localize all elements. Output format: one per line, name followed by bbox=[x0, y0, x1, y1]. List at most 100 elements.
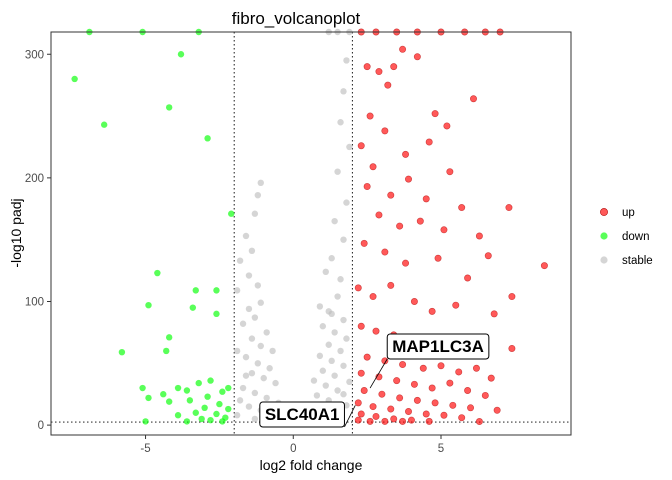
data-point-up bbox=[381, 417, 389, 425]
chart-title: fibro_volcanoplot bbox=[232, 9, 361, 28]
data-point-stable bbox=[251, 389, 259, 397]
data-point-up bbox=[458, 414, 466, 422]
data-point-up bbox=[428, 307, 436, 315]
data-point-up bbox=[354, 416, 362, 424]
data-point-stable bbox=[334, 293, 341, 300]
data-point-stable bbox=[334, 387, 341, 394]
data-point-down bbox=[198, 415, 205, 423]
data-point-stable bbox=[248, 369, 256, 377]
data-point-up bbox=[384, 81, 392, 89]
data-point-stable bbox=[316, 303, 324, 310]
data-point-stable bbox=[325, 341, 332, 348]
data-point-up bbox=[369, 163, 377, 171]
data-point-stable bbox=[245, 305, 253, 313]
data-point-up bbox=[404, 408, 412, 416]
data-point-up bbox=[387, 405, 395, 413]
data-point-down bbox=[213, 287, 220, 294]
data-point-down bbox=[154, 269, 161, 277]
data-point-down bbox=[204, 135, 211, 142]
legend-key-down bbox=[600, 232, 608, 240]
legend-label-down: down bbox=[622, 231, 650, 243]
data-point-up bbox=[413, 53, 421, 61]
data-point-stable bbox=[245, 403, 253, 410]
data-point-up bbox=[493, 406, 501, 414]
data-point-down bbox=[207, 377, 214, 384]
data-point-stable bbox=[263, 394, 270, 402]
data-point-stable bbox=[269, 347, 276, 355]
data-point-down bbox=[189, 304, 197, 311]
data-point-up bbox=[366, 112, 374, 120]
data-point-stable bbox=[248, 247, 256, 255]
data-point-down bbox=[225, 405, 232, 413]
plot-panel-border bbox=[50, 31, 572, 436]
data-point-up bbox=[475, 418, 483, 426]
data-point-up bbox=[467, 404, 475, 412]
data-point-up bbox=[464, 274, 472, 282]
data-point-down bbox=[183, 418, 191, 425]
data-point-down bbox=[118, 348, 126, 356]
data-point-stable bbox=[251, 314, 259, 321]
data-point-stable bbox=[245, 272, 253, 279]
data-point-stable bbox=[242, 353, 250, 361]
data-point-stable bbox=[257, 299, 264, 306]
data-point-up bbox=[472, 364, 480, 372]
data-point-up bbox=[469, 95, 477, 103]
data-point-down bbox=[207, 416, 214, 424]
data-point-down bbox=[195, 379, 202, 387]
data-point-up bbox=[363, 183, 371, 191]
data-point-up bbox=[369, 293, 377, 301]
data-point-up bbox=[402, 150, 410, 158]
y-tick-label: 0 bbox=[38, 420, 44, 432]
data-point-up bbox=[360, 239, 368, 247]
data-point-up bbox=[428, 384, 436, 392]
data-point-stable bbox=[322, 382, 329, 389]
data-point-up bbox=[490, 310, 498, 318]
data-point-up bbox=[410, 297, 418, 305]
data-point-stable bbox=[242, 372, 250, 379]
data-point-up bbox=[363, 353, 371, 361]
y-tick-label: 300 bbox=[25, 49, 44, 61]
data-point-up bbox=[393, 377, 401, 385]
data-point-stable bbox=[340, 88, 347, 95]
gene-annotations: MAP1LC3A SLC40A1 bbox=[259, 333, 490, 428]
data-point-up bbox=[505, 204, 513, 212]
gene-label-text: SLC40A1 bbox=[265, 405, 340, 424]
data-point-down bbox=[145, 394, 152, 402]
data-point-stable bbox=[346, 143, 353, 151]
data-point-up bbox=[378, 390, 386, 398]
data-point-up bbox=[366, 417, 374, 425]
data-point-up bbox=[425, 138, 433, 146]
data-point-stable bbox=[310, 377, 318, 384]
data-point-down bbox=[165, 398, 173, 405]
data-point-up bbox=[390, 63, 398, 71]
data-point-up bbox=[387, 281, 395, 289]
data-point-stable bbox=[236, 257, 244, 264]
data-point-up bbox=[431, 110, 439, 118]
data-point-up bbox=[381, 248, 389, 256]
data-point-stable bbox=[263, 329, 270, 336]
data-point-stable bbox=[272, 379, 279, 387]
data-point-up bbox=[381, 357, 389, 365]
gene-label-box bbox=[386, 333, 490, 360]
data-point-up bbox=[475, 232, 483, 240]
data-point-stable bbox=[328, 357, 335, 365]
data-point-stable bbox=[328, 310, 335, 318]
data-point-stable bbox=[233, 347, 241, 355]
series-up bbox=[354, 28, 548, 426]
data-point-stable bbox=[322, 268, 329, 276]
data-point-up bbox=[458, 204, 466, 212]
gene-label-connector bbox=[344, 405, 356, 428]
data-point-down bbox=[100, 121, 108, 128]
data-point-up bbox=[425, 417, 433, 425]
data-point-up bbox=[357, 322, 365, 330]
data-point-stable bbox=[316, 352, 324, 360]
data-point-up bbox=[396, 222, 404, 230]
data-point-down bbox=[213, 310, 220, 318]
x-axis-ticks: -5 0 5 bbox=[140, 435, 444, 455]
data-point-down bbox=[142, 418, 149, 425]
data-point-up bbox=[399, 361, 407, 369]
data-point-down bbox=[201, 404, 208, 412]
data-point-up bbox=[413, 396, 421, 404]
legend-key-up bbox=[600, 208, 608, 216]
